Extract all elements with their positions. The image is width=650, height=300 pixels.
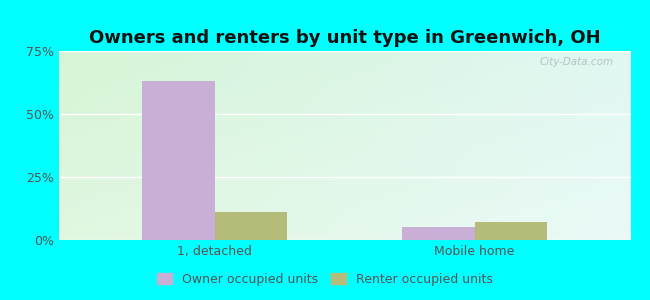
Bar: [142, 81, 214, 240]
Title: Owners and renters by unit type in Greenwich, OH: Owners and renters by unit type in Green…: [88, 29, 601, 47]
Legend: Owner occupied units, Renter occupied units: Owner occupied units, Renter occupied un…: [152, 268, 498, 291]
Bar: [214, 212, 287, 240]
Bar: [474, 222, 547, 240]
Text: City-Data.com: City-Data.com: [540, 57, 614, 67]
Bar: [402, 227, 474, 240]
